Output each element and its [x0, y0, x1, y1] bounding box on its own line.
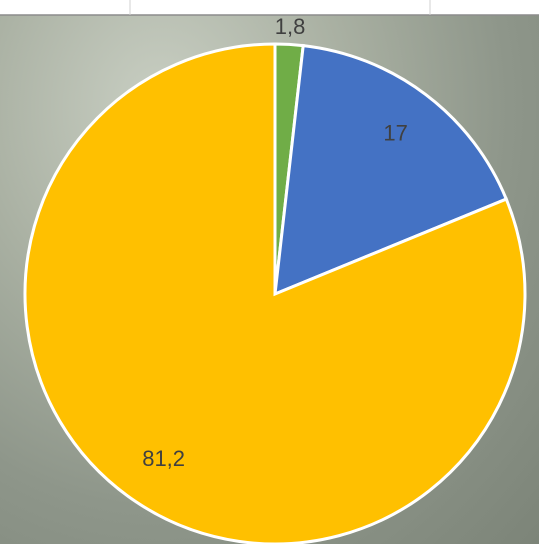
- data-label: 1,8: [275, 14, 306, 39]
- table-strip: [0, 0, 539, 15]
- screen: 1,8 17 81,2: [0, 0, 539, 544]
- data-label: 81,2: [142, 446, 185, 471]
- chart: 1,8 17 81,2: [0, 0, 539, 544]
- pie: [25, 44, 525, 544]
- data-label: 17: [383, 120, 407, 145]
